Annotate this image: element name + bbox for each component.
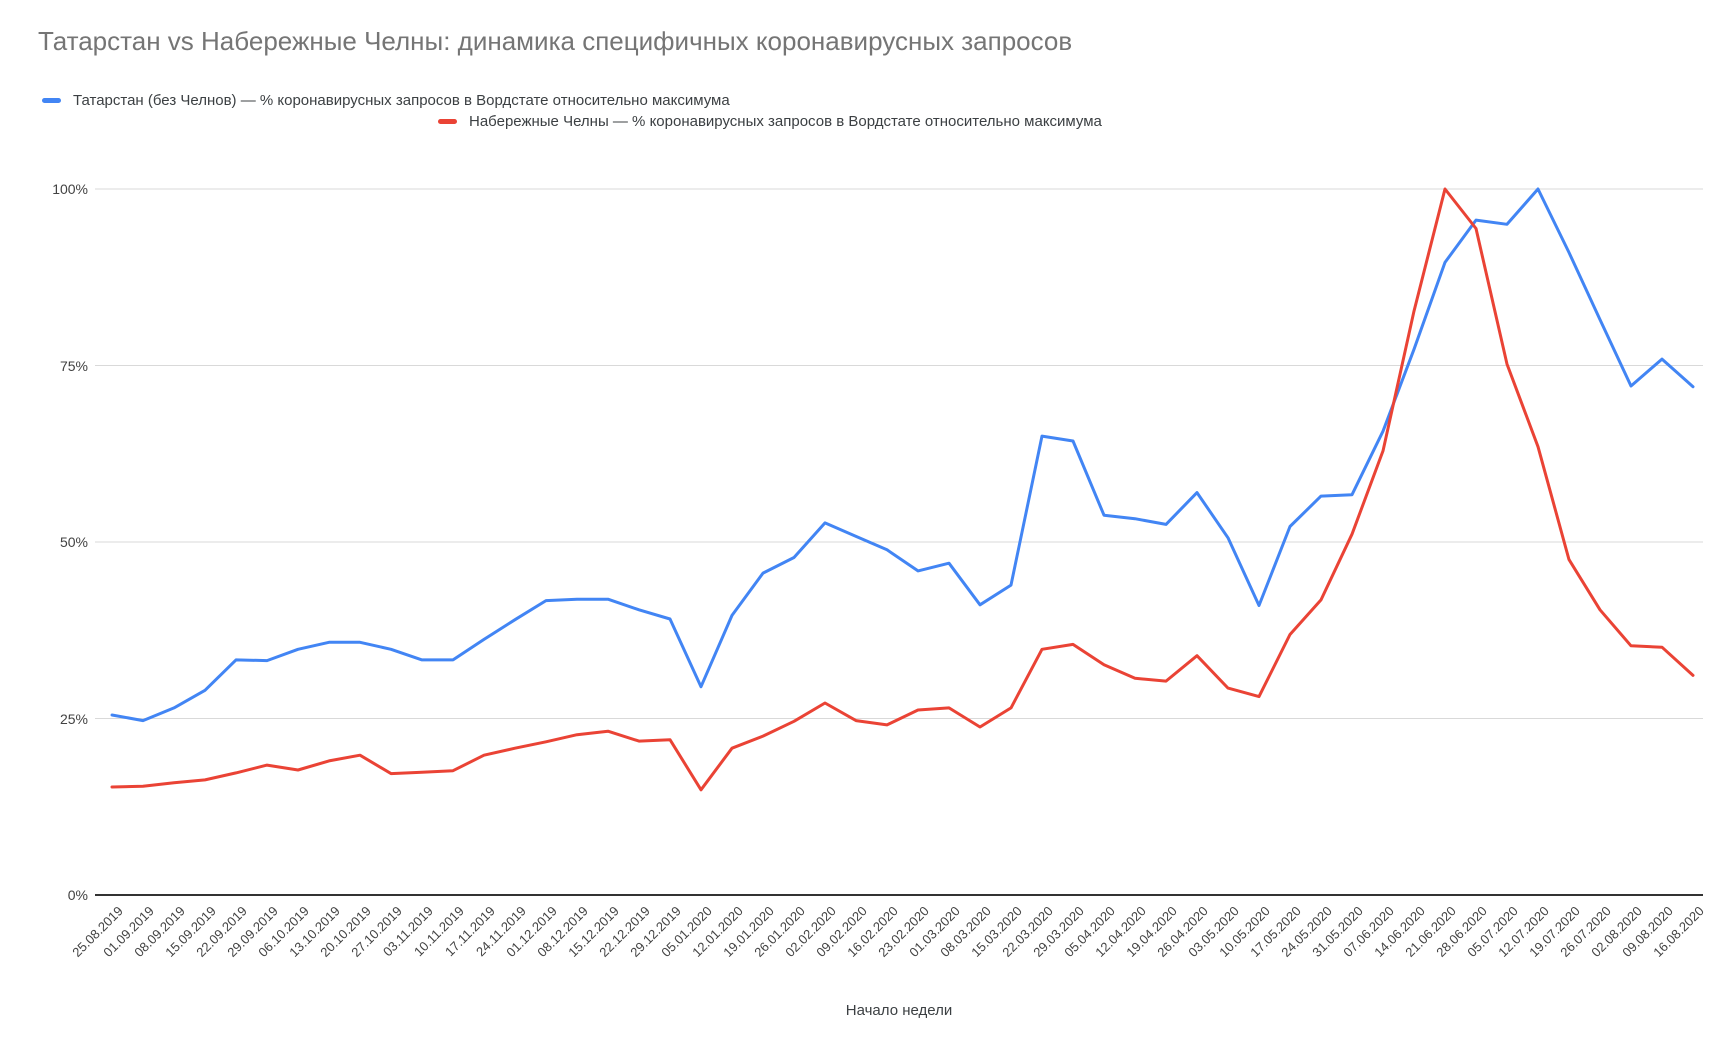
series-line-chelny[interactable] xyxy=(110,187,1695,792)
legend-label-tatarstan: Татарстан (без Челнов) — % коронавирусны… xyxy=(73,91,730,109)
legend-swatch-tatarstan-icon xyxy=(42,97,61,103)
x-axis-title: Начало недели xyxy=(845,1002,953,1019)
y-tick-label-100: 100% xyxy=(52,181,88,197)
chart-title: Татарстан vs Набережные Челны: динамика … xyxy=(38,26,1073,56)
legend-item-tatarstan: Татарстан (без Челнов) — % коронавирусны… xyxy=(42,91,730,109)
legend-swatch-chelny-icon xyxy=(438,118,457,124)
y-tick-label-0: 0% xyxy=(67,887,88,903)
y-tick-label-25: 25% xyxy=(59,710,88,727)
legend-label-chelny: Набережные Челны — % коронавирусных запр… xyxy=(469,112,1102,130)
legend-item-chelny: Набережные Челны — % коронавирусных запр… xyxy=(438,112,1102,130)
y-tick-label-75: 75% xyxy=(59,357,88,374)
y-tick-label-50: 50% xyxy=(59,534,88,550)
series-line-tatarstan[interactable] xyxy=(110,187,1695,723)
